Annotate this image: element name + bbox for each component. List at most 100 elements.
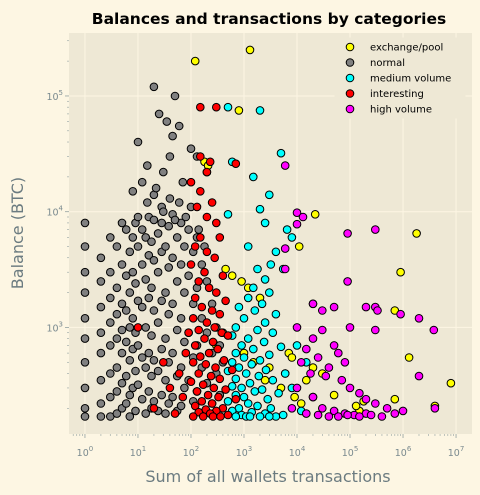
point-exchange-pool: [296, 399, 306, 408]
point-interesting: [198, 380, 208, 390]
point-interesting: [208, 337, 218, 347]
point-medium-volume: [249, 344, 258, 354]
point-normal: [170, 91, 180, 101]
point-normal: [106, 369, 115, 378]
point-high-volume: [398, 406, 408, 416]
point-normal: [180, 337, 189, 347]
point-exchange-pool: [190, 56, 200, 66]
point-interesting: [207, 198, 217, 207]
point-interesting: [192, 387, 202, 396]
point-medium-volume: [265, 350, 274, 360]
point-normal: [147, 331, 156, 340]
point-normal: [149, 356, 159, 365]
point-interesting: [231, 394, 241, 404]
point-high-volume: [414, 314, 424, 323]
point-medium-volume: [280, 369, 290, 378]
point-medium-volume: [266, 260, 276, 269]
point-interesting: [165, 383, 175, 393]
point-normal: [117, 218, 127, 228]
point-normal: [172, 325, 182, 335]
point-medium-volume: [271, 247, 281, 257]
point-normal: [80, 412, 90, 421]
point-interesting: [216, 412, 225, 421]
point-exchange-pool: [245, 45, 255, 55]
point-normal: [164, 399, 173, 408]
point-exchange-pool: [412, 229, 421, 238]
point-interesting: [210, 253, 219, 263]
point-interesting: [186, 377, 196, 387]
point-normal: [131, 406, 140, 416]
point-medium-volume: [223, 102, 233, 112]
point-medium-volume: [223, 397, 233, 406]
point-medium-volume: [260, 318, 270, 327]
point-high-volume: [377, 412, 387, 421]
point-normal: [170, 215, 180, 225]
point-normal: [174, 198, 184, 207]
x-axis-ticks: 100 101 102 103 104 105 106 107: [72, 434, 465, 459]
point-medium-volume: [250, 387, 260, 396]
point-medium-volume: [243, 293, 253, 303]
point-normal: [131, 366, 140, 376]
point-normal: [176, 260, 186, 269]
y-axis-label: Balance (BTC): [8, 177, 27, 289]
point-interesting: [215, 233, 225, 242]
point-medium-volume: [255, 412, 265, 421]
point-normal: [80, 383, 90, 393]
point-interesting: [133, 323, 143, 332]
point-interesting: [208, 412, 218, 421]
point-high-volume: [430, 404, 440, 413]
point-normal: [137, 353, 147, 362]
point-normal: [125, 247, 135, 257]
point-normal: [133, 212, 143, 222]
point-medium-volume: [266, 404, 276, 413]
point-normal: [168, 253, 177, 263]
point-interesting: [207, 306, 217, 315]
point-normal: [112, 409, 122, 418]
point-medium-volume: [231, 412, 241, 421]
point-normal: [164, 309, 173, 319]
point-high-volume: [373, 306, 382, 315]
point-medium-volume: [282, 225, 292, 234]
point-normal: [161, 288, 170, 297]
point-interesting: [194, 277, 203, 286]
point-normal: [131, 279, 140, 288]
point-interesting: [221, 296, 230, 306]
point-interesting: [170, 409, 180, 418]
point-high-volume: [292, 219, 302, 229]
point-high-volume: [355, 412, 364, 421]
point-normal: [80, 242, 90, 251]
point-normal: [133, 137, 143, 147]
point-interesting: [197, 302, 207, 312]
point-normal: [180, 242, 189, 251]
legend-label: medium volume: [370, 74, 451, 85]
x-tick-label: 107: [448, 445, 465, 459]
point-normal: [159, 207, 168, 216]
point-normal: [176, 314, 186, 323]
legend-marker: [345, 104, 355, 114]
point-interesting: [202, 212, 212, 222]
point-high-volume: [390, 409, 400, 418]
point-normal: [157, 218, 166, 228]
point-interesting: [203, 390, 213, 400]
point-medium-volume: [245, 378, 255, 388]
y-tick-label: 105: [46, 89, 63, 103]
point-medium-volume: [274, 388, 283, 398]
point-normal: [176, 401, 186, 411]
point-normal: [96, 328, 106, 338]
legend-marker: [345, 89, 355, 98]
point-medium-volume: [243, 242, 253, 251]
point-high-volume: [280, 244, 290, 253]
point-interesting: [227, 365, 237, 375]
point-exchange-pool: [396, 267, 405, 277]
point-interesting: [198, 412, 208, 421]
point-exchange-pool: [351, 401, 361, 411]
point-interesting: [212, 218, 221, 228]
point-interesting: [181, 348, 191, 358]
point-normal: [144, 293, 154, 303]
point-normal: [172, 233, 182, 242]
point-normal: [125, 356, 135, 365]
point-normal: [168, 348, 177, 358]
y-tick-label: 104: [46, 205, 63, 219]
point-normal: [153, 318, 163, 327]
